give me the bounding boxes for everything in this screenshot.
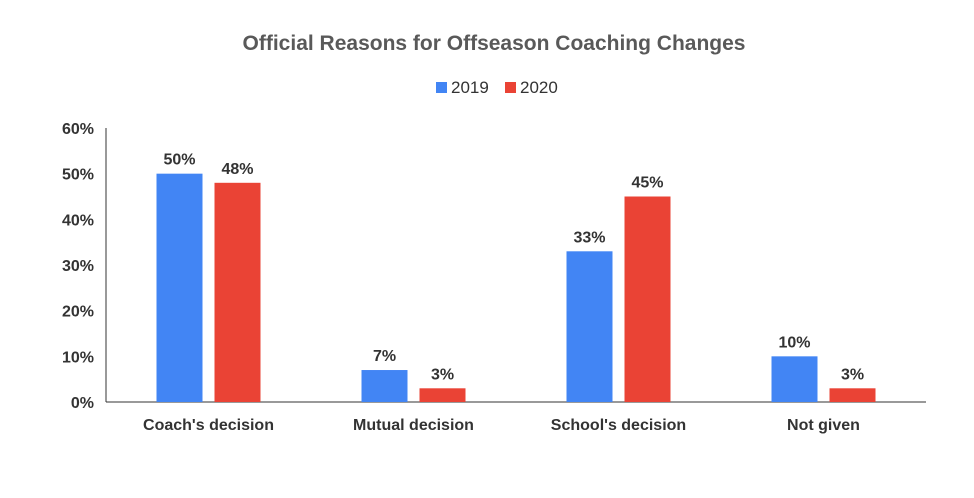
data-label-2020-1: 3%: [431, 366, 454, 383]
category-labels: Coach's decision Mutual decision School's …: [143, 417, 860, 434]
legend-swatch-2019: [436, 82, 447, 93]
y-tick-label: 0%: [71, 395, 94, 412]
y-axis-ticks: 0% 10% 20% 30% 40% 50% 60%: [62, 121, 94, 412]
bar-2020-0: [214, 182, 261, 402]
bar-2019-3: [771, 356, 818, 402]
category-label: Not given: [787, 417, 860, 434]
data-label-2019-1: 7%: [373, 348, 396, 365]
y-tick-label: 50%: [62, 167, 94, 184]
bar-2019-0: [156, 173, 203, 402]
legend-label-2019: 2019: [451, 78, 489, 97]
data-label-2019-0: 50%: [163, 152, 195, 169]
y-tick-label: 30%: [62, 258, 94, 275]
data-labels: 50% 48% 7% 3% 33% 45% 10% 3%: [163, 152, 864, 384]
data-label-2020-3: 3%: [841, 366, 864, 383]
y-tick-label: 10%: [62, 349, 94, 366]
chart-title: Official Reasons for Offseason Coaching …: [243, 32, 746, 55]
data-label-2019-3: 10%: [778, 334, 810, 351]
bar-2020-1: [419, 388, 466, 402]
data-label-2020-0: 48%: [221, 161, 253, 178]
category-label: School's decision: [551, 417, 686, 434]
y-tick-label: 20%: [62, 304, 94, 321]
legend-swatch-2020: [505, 82, 516, 93]
legend: 2019 2020: [436, 78, 558, 97]
bars: [156, 173, 876, 402]
category-label: Coach's decision: [143, 417, 274, 434]
y-tick-label: 40%: [62, 212, 94, 229]
bar-2019-2: [566, 251, 613, 402]
y-tick-label: 60%: [62, 121, 94, 138]
bar-2020-2: [624, 196, 671, 402]
legend-label-2020: 2020: [520, 78, 558, 97]
category-label: Mutual decision: [353, 417, 474, 434]
bar-2020-3: [829, 388, 876, 402]
bar-2019-1: [361, 370, 408, 402]
data-label-2019-2: 33%: [573, 229, 605, 246]
data-label-2020-2: 45%: [631, 175, 663, 192]
